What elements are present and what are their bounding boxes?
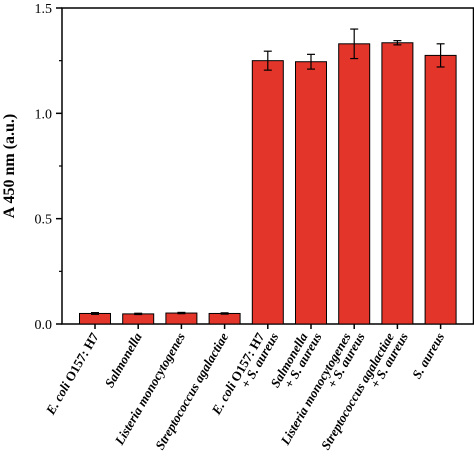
bar: [251, 60, 284, 325]
error-bar: [307, 53, 315, 70]
y-tick-label: 0.5: [35, 213, 53, 228]
bar: [338, 43, 371, 325]
bar: [381, 42, 414, 325]
error-bar: [436, 43, 445, 68]
error-bar: [91, 312, 99, 315]
bar: [165, 312, 198, 325]
error-bar: [350, 28, 359, 60]
error-bar: [393, 40, 402, 46]
x-category-label: E. coli O157: H7: [42, 330, 102, 418]
bar: [208, 312, 241, 325]
bars-group: [79, 42, 457, 325]
error-bars-group: [91, 28, 445, 329]
x-category-label: S. aureus: [409, 330, 447, 381]
x-category-label-part: S. aureus: [409, 330, 447, 381]
x-category-label-line: Salmonella: [101, 330, 145, 390]
x-category-label-part: Salmonella: [101, 330, 145, 390]
x-category-label-line: S. aureus: [409, 330, 447, 381]
bar: [79, 312, 111, 325]
y-tick-label: 1.0: [35, 107, 53, 122]
bar: [424, 54, 457, 325]
x-category-label-line: E. coli O157: H7: [42, 330, 102, 418]
y-axis-title: A 450 nm (a.u.): [1, 114, 18, 218]
y-axis: 0.0 0.5 1.0 1.5: [35, 2, 62, 333]
x-category-label: Salmonella: [101, 330, 145, 390]
error-bar: [220, 312, 229, 315]
y-tick-label: 1.5: [35, 2, 53, 17]
error-bar: [134, 312, 143, 316]
y-tick-label: 0.0: [35, 318, 53, 333]
bar: [295, 61, 327, 325]
error-bar: [263, 50, 272, 71]
x-category-label-part: O157: H7: [60, 330, 102, 387]
error-bar: [177, 311, 186, 315]
bar: [122, 313, 155, 325]
